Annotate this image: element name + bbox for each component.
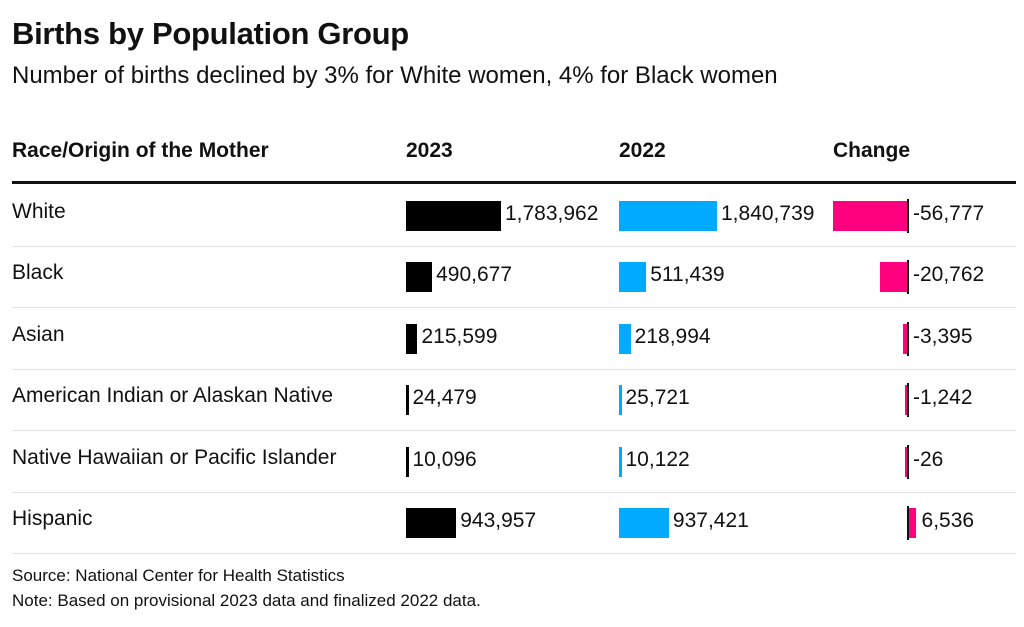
- bar-change: [905, 446, 907, 477]
- value-label-2023: 24,479: [412, 386, 477, 410]
- bar-2023: [406, 508, 457, 539]
- data-note: Note: Based on provisional 2023 data and…: [12, 591, 481, 610]
- value-label-change: -26: [913, 447, 944, 471]
- change-baseline: [907, 506, 909, 541]
- row-divider: [12, 430, 1016, 431]
- value-label-2022: 937,421: [672, 509, 749, 533]
- row-divider: [12, 491, 1016, 493]
- bar-2023: [406, 200, 501, 231]
- header-divider: [12, 181, 1016, 184]
- row-divider: [12, 368, 1016, 370]
- value-label-change: -56,777: [913, 201, 985, 225]
- chart-title: Births by Population Group: [12, 16, 409, 51]
- value-label-change: -1,242: [913, 386, 973, 410]
- value-label-2023: 215,599: [421, 324, 498, 348]
- bar-2023: [406, 262, 433, 293]
- bar-2022: [619, 262, 647, 293]
- bar-2022: [619, 200, 717, 231]
- column-header-change: Change: [833, 139, 911, 162]
- bar-2023: [406, 323, 418, 354]
- bar-2022: [619, 385, 622, 416]
- value-label-change: -3,395: [913, 324, 973, 348]
- value-label-2022: 25,721: [625, 386, 690, 410]
- bar-change: [905, 385, 907, 416]
- row-divider: [12, 307, 1016, 308]
- bar-2022: [619, 446, 622, 477]
- value-label-change: -20,762: [913, 263, 985, 287]
- change-baseline: [907, 260, 909, 295]
- change-baseline: [907, 444, 909, 479]
- value-label-2023: 1,783,962: [504, 201, 599, 225]
- column-header-2022: 2022: [619, 139, 666, 162]
- value-label-2023: 943,957: [460, 509, 537, 533]
- value-label-2023: 490,677: [436, 263, 513, 287]
- value-label-2023: 10,096: [412, 447, 477, 471]
- value-label-2022: 218,994: [634, 324, 711, 348]
- bar-change: [833, 200, 907, 231]
- bar-2023: [406, 385, 409, 416]
- row-label: Native Hawaiian or Pacific Islander: [12, 445, 337, 469]
- row-label: White: [12, 199, 66, 223]
- row-divider: [12, 245, 1016, 247]
- bar-change: [902, 323, 907, 354]
- source-note: Source: National Center for Health Stati…: [12, 566, 345, 585]
- column-header-2023: 2023: [406, 139, 453, 162]
- bar-2022: [619, 508, 669, 539]
- value-label-2022: 1,840,739: [721, 201, 815, 225]
- bar-2022: [619, 323, 631, 354]
- bar-change: [907, 508, 916, 539]
- row-label: Asian: [12, 322, 65, 346]
- change-baseline: [907, 321, 909, 356]
- row-label: Black: [12, 261, 64, 285]
- bar-change: [879, 262, 907, 293]
- value-label-change: 6,536: [921, 509, 975, 533]
- value-label-2022: 511,439: [650, 263, 725, 287]
- column-header-race: Race/Origin of the Mother: [12, 139, 269, 162]
- value-label-2022: 10,122: [625, 447, 690, 471]
- row-divider: [12, 553, 1016, 554]
- change-baseline: [907, 198, 909, 233]
- row-label: Hispanic: [12, 507, 93, 531]
- row-label: American Indian or Alaskan Native: [12, 384, 333, 408]
- chart-subtitle: Number of births declined by 3% for Whit…: [12, 62, 778, 89]
- change-baseline: [907, 383, 909, 418]
- bar-2023: [406, 446, 409, 477]
